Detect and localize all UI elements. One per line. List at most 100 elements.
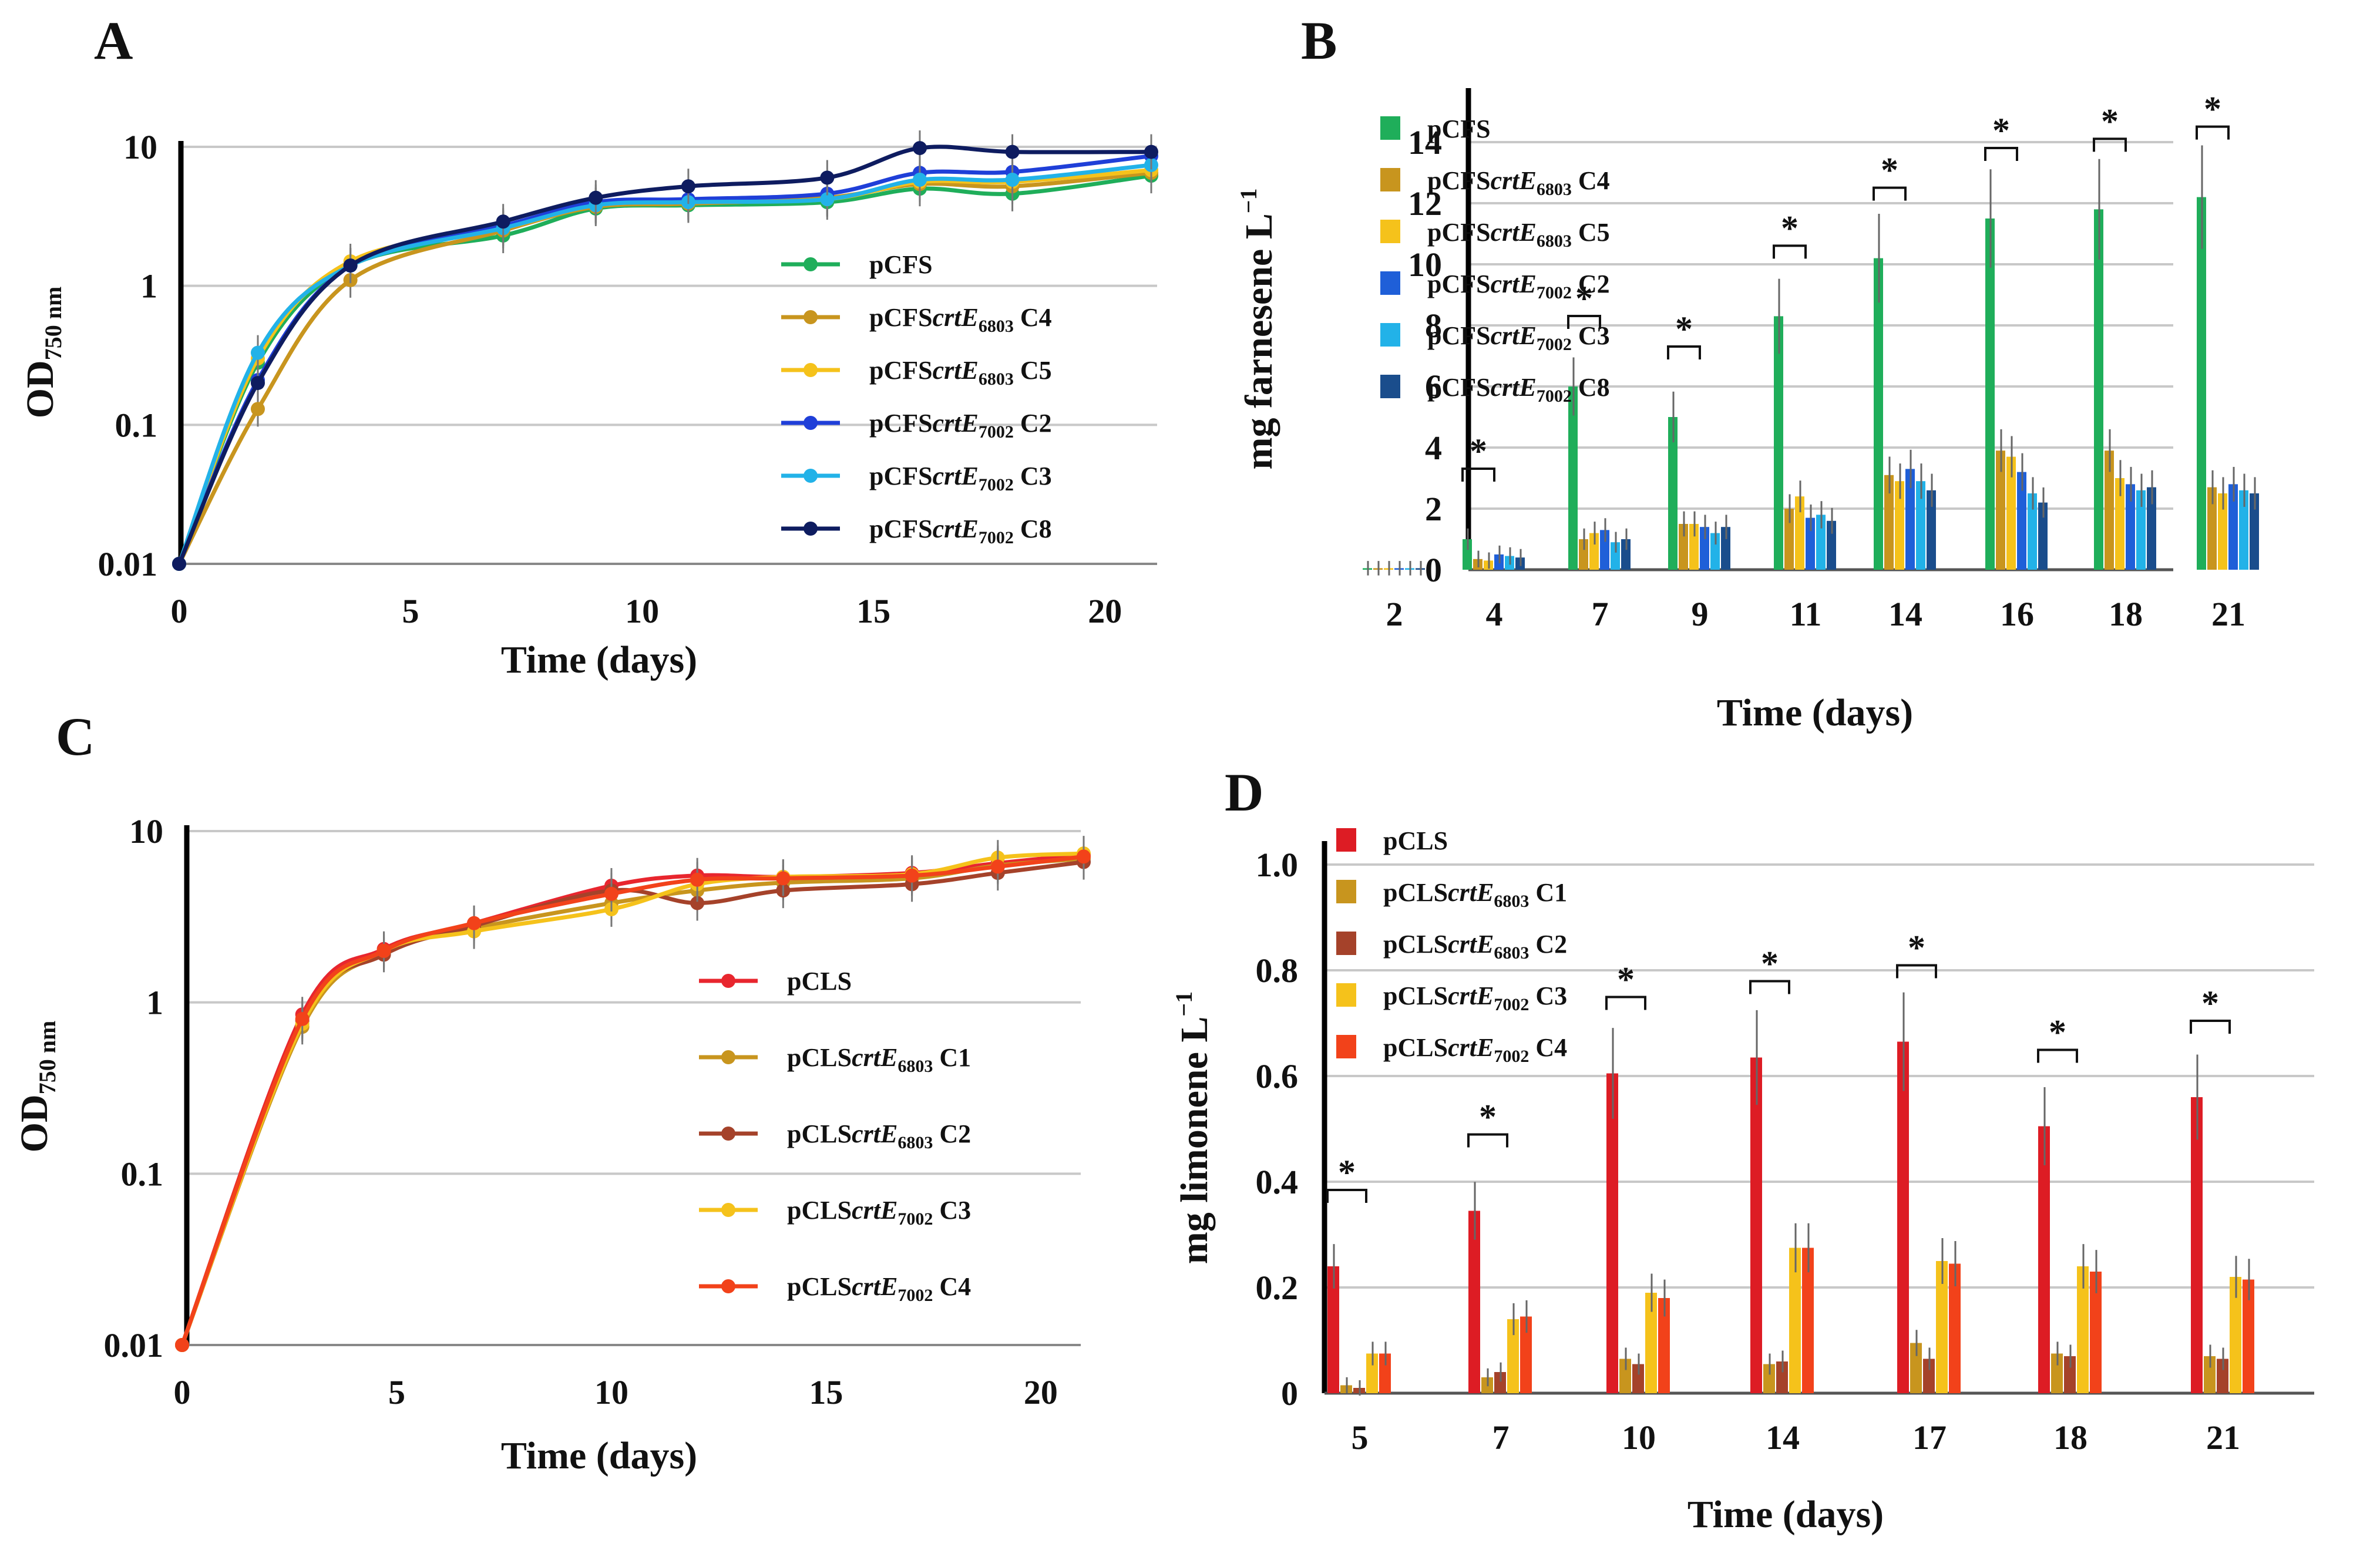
significance-star: * (2204, 90, 2221, 129)
legend-label-gene: crtE (1491, 218, 1537, 247)
legend-label: pCFScrtE7002 C8 (869, 515, 1052, 547)
x-tick-label: 7 (1592, 595, 1609, 633)
legend-swatch (1380, 116, 1400, 140)
significance-bracket (1873, 186, 1907, 201)
legend-label-suffix: C3 (1014, 462, 1052, 490)
data-point (343, 258, 358, 273)
legend-label-prefix: pCFS (1427, 373, 1491, 402)
bar (2230, 1277, 2241, 1393)
legend-label-sub: 6803 (897, 1057, 933, 1076)
data-point (690, 872, 705, 887)
bar (1600, 530, 1609, 570)
x-tick-label: 15 (856, 592, 890, 630)
legend-label-prefix: pCLS (1383, 878, 1448, 907)
y-tick-label: 0.8 (1256, 951, 1299, 990)
legend-label-suffix: C2 (1014, 409, 1052, 438)
bar (1916, 481, 1925, 570)
legend-label-suffix: C3 (1529, 981, 1567, 1010)
bar (2217, 1359, 2228, 1393)
legend-label-suffix: C1 (933, 1043, 971, 1072)
legend-label-sub: 7002 (979, 422, 1014, 442)
legend-label-sub: 6803 (897, 1133, 933, 1152)
x-tick-label: 10 (625, 592, 659, 630)
data-point (589, 190, 603, 205)
bar (1816, 515, 1826, 570)
legend-label-sub: 7002 (1537, 335, 1572, 354)
significance-bracket (1896, 964, 1937, 979)
y-tick-label: 4 (1425, 429, 1442, 467)
bar (1996, 450, 2005, 570)
legend-marker (721, 1127, 735, 1141)
legend-marker (804, 469, 818, 483)
y-tick-label: 0.1 (121, 1155, 164, 1193)
legend-label-gene: crtE (1491, 166, 1537, 195)
legend-label-prefix: pCLS (787, 1196, 852, 1225)
y-tick-label: 0.6 (1256, 1057, 1299, 1095)
legend-label-gene: crtE (852, 1272, 897, 1301)
legend-marker (721, 1279, 735, 1293)
legend-label-gene: crtE (1448, 981, 1494, 1010)
significance-star: * (1479, 1098, 1497, 1137)
legend-label-sub: 6803 (1537, 180, 1572, 199)
x-tick-label: 5 (402, 592, 419, 630)
bar (1679, 524, 1688, 570)
y-axis-title: mg farnesene L−1 (1235, 188, 1280, 469)
legend-label: pCFScrtE7002 C3 (869, 462, 1052, 495)
bar (1806, 517, 1815, 570)
x-tick-label: 15 (809, 1373, 843, 1411)
significance-bracket (1667, 345, 1701, 359)
significance-bracket (1567, 315, 1601, 329)
bar (1658, 1298, 1670, 1393)
legend-marker (721, 1050, 735, 1064)
bar (1795, 496, 1804, 570)
legend-label-gene: crtE (852, 1119, 897, 1148)
bar (1589, 533, 1599, 570)
legend-label-prefix: pCFS (869, 250, 933, 279)
significance-bracket (2037, 1048, 2078, 1063)
legend-label-sub: 6803 (979, 317, 1014, 336)
x-tick-label: 14 (1766, 1418, 1800, 1457)
significance-bracket (1984, 147, 2018, 161)
legend-marker (721, 974, 735, 988)
significance-bracket (1467, 1133, 1508, 1148)
legend-swatch (1380, 271, 1400, 295)
x-tick-label: 18 (2109, 595, 2143, 633)
legend-label-prefix: pCFS (1427, 270, 1491, 298)
legend-label-prefix: pCLS (1383, 981, 1448, 1010)
y-tick-label: 14 (1408, 123, 1442, 162)
legend-label-sub: 6803 (1537, 231, 1572, 251)
data-point (912, 172, 927, 187)
bar (1327, 1266, 1339, 1393)
data-point (681, 179, 695, 194)
legend-label-prefix: pCFS (1427, 218, 1491, 247)
y-tick-label: 0.01 (104, 1326, 164, 1364)
panel-d-bar-chart: D 0 0.2 0.4 0.6 0.8 1.0 Time (days) mg limonene… (1171, 762, 2314, 1536)
x-tick-label: 21 (2211, 595, 2245, 633)
legend-label-gene: crtE (852, 1196, 897, 1225)
bar (1897, 1041, 1909, 1393)
y-axis-title-main: mg limonene L (1173, 1017, 1216, 1265)
legend-label-gene: crtE (1448, 930, 1494, 959)
legend-marker (804, 363, 818, 377)
legend-label-gene: crtE (1491, 321, 1537, 350)
y-axis-title-sub: 750 nm (40, 287, 66, 361)
bar (2136, 490, 2146, 570)
data-point (250, 345, 265, 360)
legend-label: pCLScrtE6803 C1 (1383, 878, 1567, 911)
significance-star: * (2101, 102, 2119, 140)
legend-label: pCLScrtE7002 C4 (1383, 1033, 1567, 1066)
bar (1936, 1261, 1948, 1393)
legend-label-suffix: C2 (1529, 930, 1567, 959)
bar (2228, 484, 2238, 570)
bar (1776, 1361, 1788, 1393)
legend-swatch (1336, 932, 1356, 955)
bar (2028, 493, 2037, 570)
legend-swatch (1336, 880, 1356, 903)
legend-label: pCFScrtE6803 C5 (869, 356, 1052, 389)
legend-label: pCLScrtE6803 C1 (787, 1043, 971, 1076)
y-tick-label: 8 (1425, 307, 1442, 345)
legend-label-suffix: C1 (1529, 878, 1567, 907)
legend-label-suffix: C8 (1014, 515, 1052, 543)
y-axis-title-sup: −1 (1235, 188, 1262, 213)
